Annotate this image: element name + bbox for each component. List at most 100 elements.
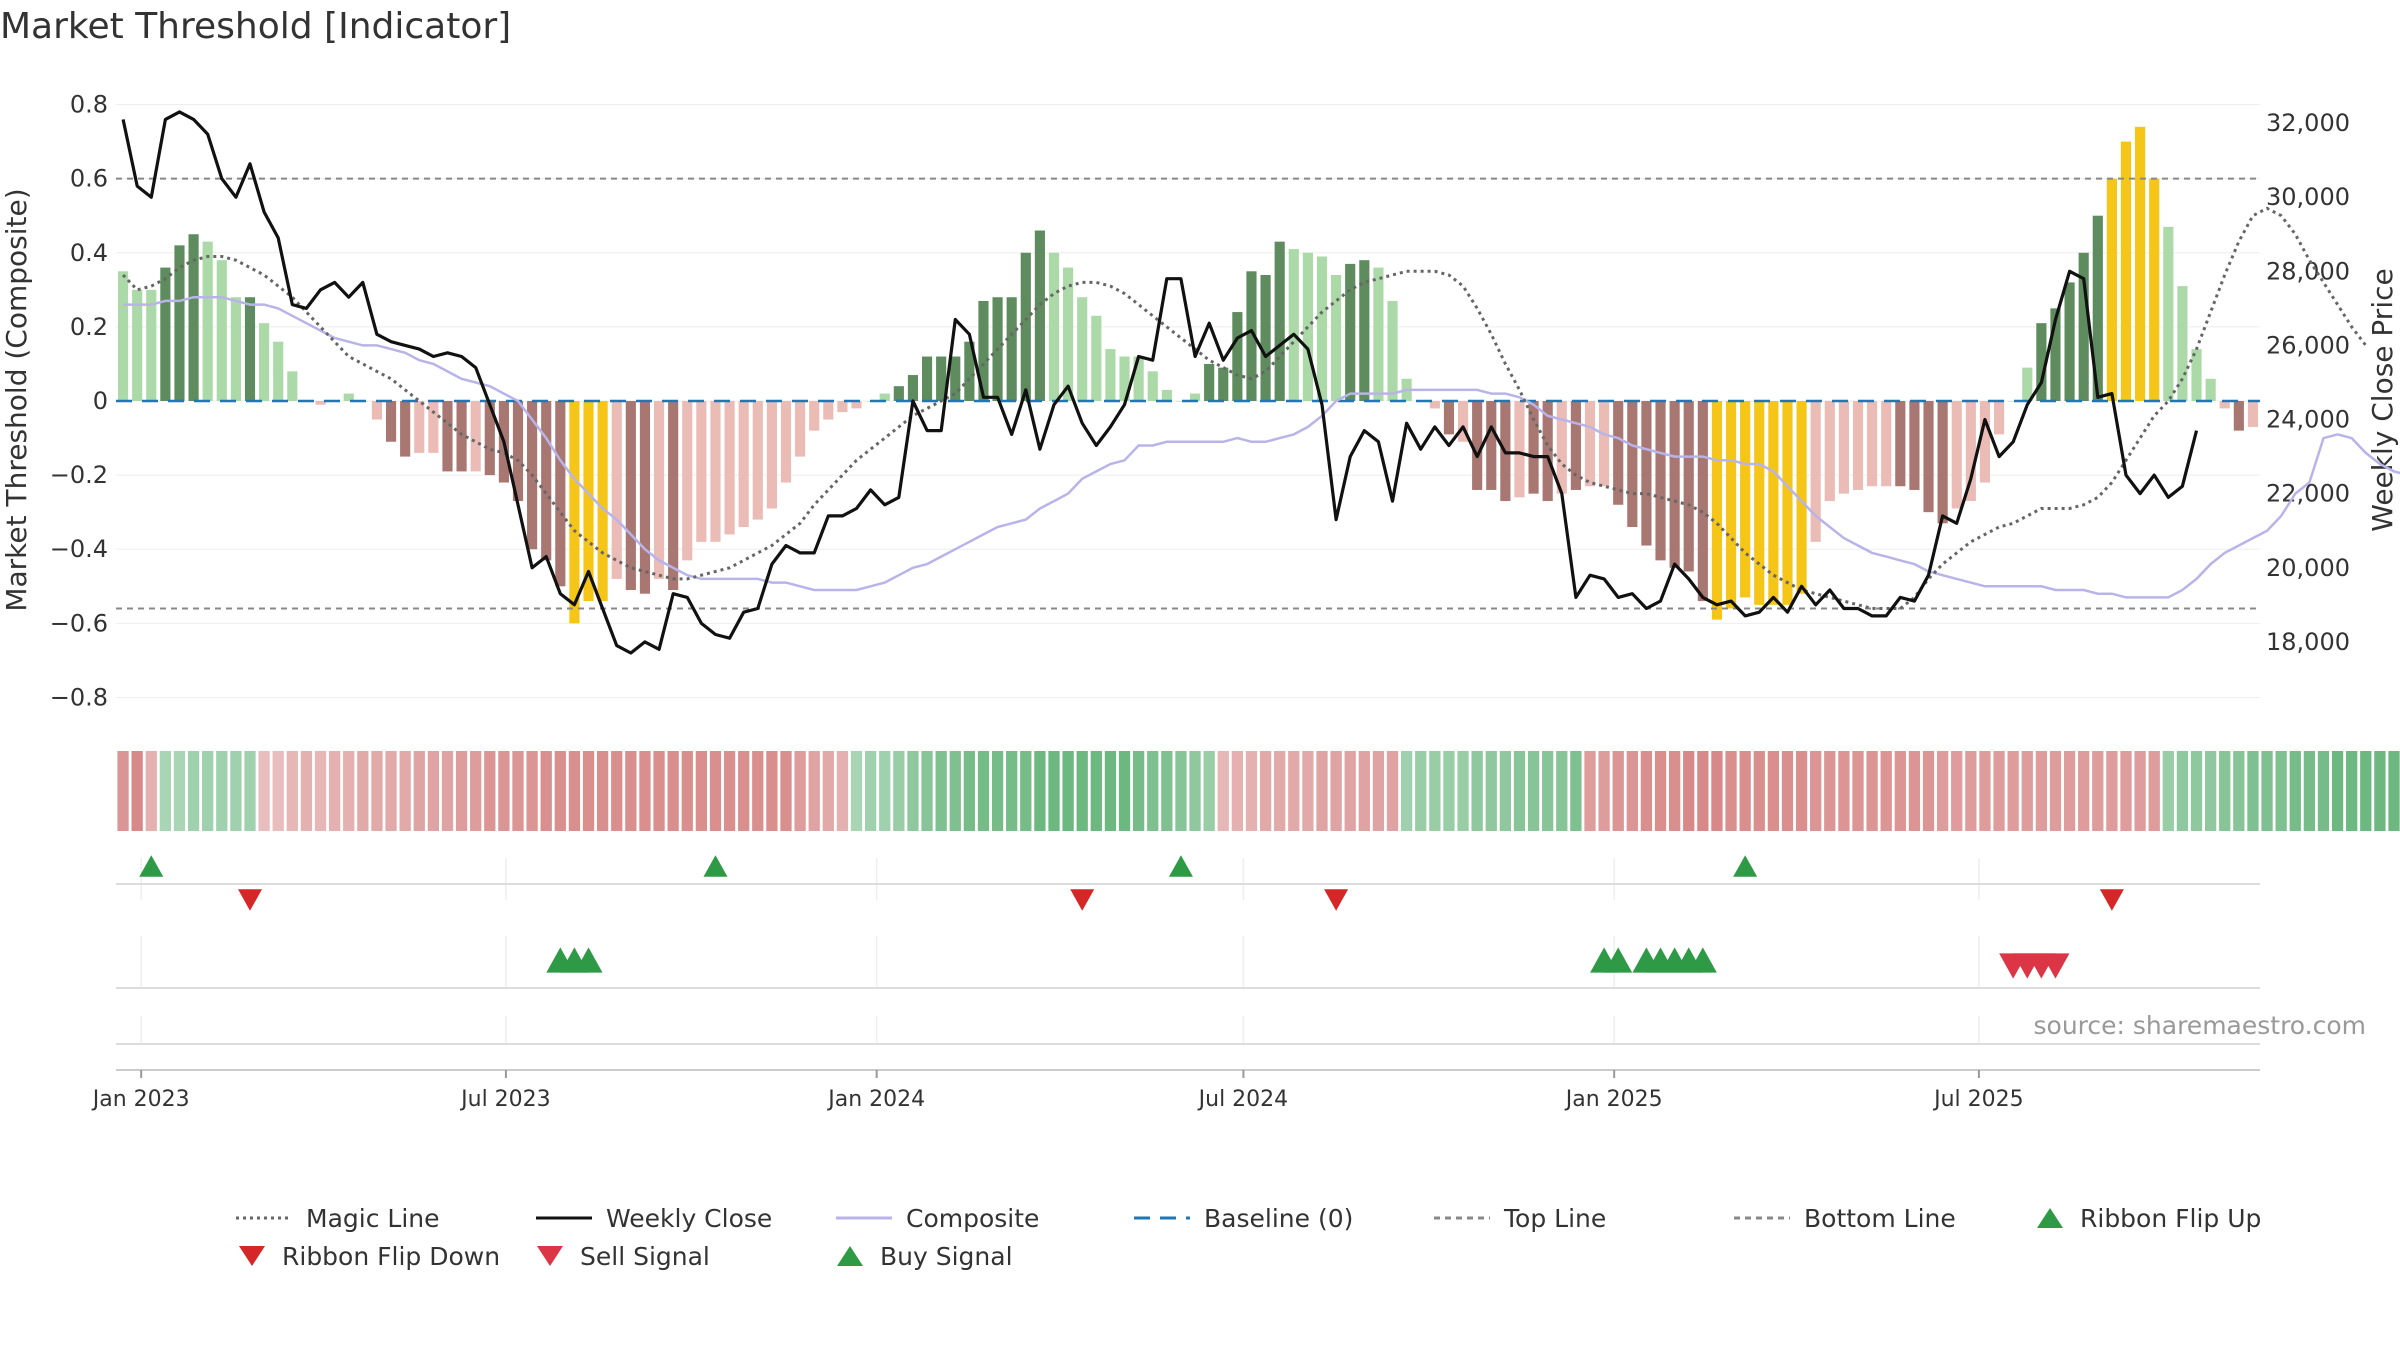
ribbon-cell <box>413 751 425 831</box>
ribbon-cell <box>1372 751 1385 831</box>
composite-bar <box>1246 271 1257 401</box>
ribbon-cell <box>1175 751 1187 831</box>
composite-bar <box>541 401 552 561</box>
composite-bar <box>780 401 792 483</box>
composite-bar <box>611 401 622 579</box>
composite-bar <box>1443 401 1455 435</box>
composite-bar <box>1316 256 1328 401</box>
composite-bar <box>2036 323 2047 401</box>
ribbon-cell <box>709 751 722 831</box>
ribbon-cell <box>216 751 228 831</box>
ribbon-cell <box>1810 751 1822 831</box>
legend-label: Top Line <box>1503 1204 1606 1233</box>
ribbon-cell <box>1259 751 1272 831</box>
composite-bar <box>921 356 933 401</box>
composite-bar <box>1711 401 1723 620</box>
ribbon-cell <box>230 751 242 831</box>
y2-tick-label: 30,000 <box>2266 183 2350 211</box>
buy-signal-marker <box>574 947 603 973</box>
composite-bar <box>202 241 213 401</box>
legend-item-bottom-line: Bottom Line <box>1734 1204 1956 1233</box>
composite-bar <box>2120 141 2132 401</box>
legend-label: Magic Line <box>306 1204 440 1233</box>
composite-bar <box>428 401 439 453</box>
ribbon-cell <box>159 751 172 831</box>
composite-bar <box>132 289 143 401</box>
composite-bar <box>315 401 326 405</box>
y-tick-label: 0.4 <box>70 239 108 267</box>
ribbon-cell <box>1866 751 1878 831</box>
composite-bar <box>1345 263 1356 401</box>
ribbon-cell <box>963 751 976 831</box>
ribbon-flip-down-marker <box>1324 889 1349 911</box>
y2-axis-ticks: 32,00030,00028,00026,00024,00022,00020,0… <box>2266 109 2350 656</box>
ribbon-cell <box>554 751 566 831</box>
ribbon-cell <box>1189 751 1201 831</box>
y-tick-label: −0.4 <box>50 535 108 563</box>
composite-bar <box>512 401 524 502</box>
composite-bar <box>1824 401 1835 502</box>
ribbon-cell <box>1443 751 1455 831</box>
ribbon-cell <box>1979 751 1991 831</box>
composite-bar <box>470 401 481 472</box>
sell-signal-marker <box>2041 953 2070 979</box>
composite-bar <box>724 401 735 535</box>
ribbon-cell <box>1753 751 1765 831</box>
ribbon-cell <box>357 751 369 831</box>
y2-tick-label: 24,000 <box>2266 406 2350 434</box>
composite-bar <box>639 401 651 594</box>
signal-panels <box>116 855 2260 1045</box>
ribbon-cell <box>1640 751 1653 831</box>
ribbon-cell <box>1344 751 1356 831</box>
ribbon-cell <box>1006 751 1018 831</box>
legend-item-top-line: Top Line <box>1434 1204 1606 1233</box>
composite-bar <box>371 401 383 420</box>
composite-bar <box>2078 252 2089 401</box>
ribbon-cell <box>935 751 947 831</box>
ribbon-cell <box>286 751 298 831</box>
composite-bar <box>752 401 763 520</box>
composite-bar <box>950 356 961 401</box>
ribbon-cell <box>441 751 454 831</box>
composite-bar <box>1472 401 1483 490</box>
ribbon-cell <box>2049 751 2062 831</box>
composite-bar <box>2050 308 2061 401</box>
ribbon-cell <box>2219 751 2231 831</box>
composite-bar <box>1613 401 1624 505</box>
composite-bar <box>1218 367 1229 401</box>
ribbon-cell <box>1767 751 1780 831</box>
ribbon-cell <box>1852 751 1864 831</box>
composite-bar <box>1063 267 1074 401</box>
y-axis-ticks: 0.8 0.6 0.4 0.2 0 −0.2 −0.4 −0.6 −0.8 <box>50 91 108 712</box>
composite-bar <box>668 401 679 590</box>
ribbon-cell <box>879 751 891 831</box>
ribbon-cell <box>1725 751 1737 831</box>
ribbon-cell <box>1330 751 1342 831</box>
ribbon-strip <box>117 751 2400 831</box>
ribbon-cell <box>117 751 129 831</box>
ribbon-cell <box>2289 751 2301 831</box>
ribbon-cell <box>343 751 355 831</box>
ribbon-cell <box>427 751 440 831</box>
composite-bar <box>2191 349 2202 401</box>
ribbon-cell <box>526 751 538 831</box>
composite-bar <box>851 401 862 409</box>
legend-item-ribbon-flip-down: Ribbon Flip Down <box>239 1242 500 1271</box>
composite-bar <box>1655 401 1666 561</box>
legend-swatch <box>837 1246 863 1266</box>
composite-bar <box>1133 356 1144 401</box>
composite-bar <box>1627 401 1638 527</box>
composite-bar <box>569 401 580 624</box>
ribbon-cell <box>371 751 383 831</box>
ribbon-cell <box>921 751 933 831</box>
composite-bar <box>1020 252 1031 401</box>
composite-bar <box>174 245 185 401</box>
y2-axis-label: Weekly Close Price <box>2366 268 2399 531</box>
composite-bar <box>287 371 298 401</box>
ribbon-cell <box>1118 751 1131 831</box>
ribbon-cell <box>1626 751 1638 831</box>
composite-bar <box>1965 401 1976 502</box>
composite-bar <box>1175 401 1187 402</box>
x-tick-label: Jul 2024 <box>1197 1087 1289 1112</box>
